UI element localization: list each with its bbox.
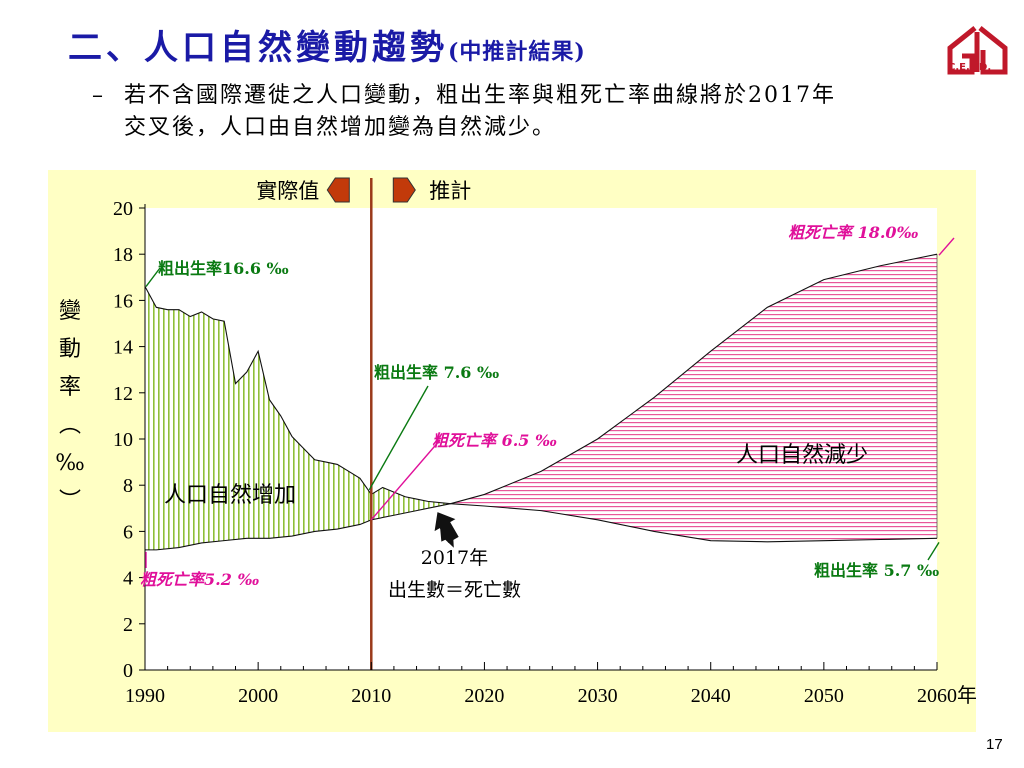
- death-1990-label: 粗死亡率5.2 ‰: [140, 570, 260, 589]
- x-tick-label: 2050: [804, 685, 844, 707]
- y-axis-label-char: 變: [59, 299, 81, 324]
- bullet-dash: –: [92, 83, 103, 108]
- crossover-arrow-shape: [434, 512, 459, 543]
- y-axis-label-char: 動: [59, 337, 81, 362]
- birth-2060-pointer: [927, 541, 940, 561]
- x-tick-label: 2040: [691, 685, 731, 707]
- death-2010-label: 粗死亡率 6.5 ‰: [432, 431, 557, 450]
- crossover-text-label: 出生數＝死亡數: [388, 579, 521, 601]
- title-main: 二、人口自然變動趨勢: [68, 28, 448, 68]
- y-tick-label: 14: [113, 337, 133, 359]
- x-tick-label: 2010: [351, 685, 391, 707]
- natural-decrease-area: [450, 254, 937, 542]
- crossover-year-label: 2017年: [421, 547, 488, 569]
- left-arrow-marker-icon: [326, 177, 350, 203]
- bullet-text-line2: 交叉後，人口由自然增加變為自然減少。: [124, 115, 557, 140]
- natural-increase-area: [145, 286, 454, 550]
- bullet-point: – 若不含國際遷徙之人口變動，粗出生率與粗死亡率曲線將於2017年 交叉後，人口…: [92, 80, 972, 144]
- y-tick-label: 16: [113, 290, 133, 312]
- x-tick-label: 2060年: [917, 684, 976, 707]
- natural-increase-label: 人口自然增加: [164, 483, 296, 508]
- death-2060-pointer: [938, 237, 955, 256]
- right-arrow-marker-icon: [392, 177, 416, 203]
- slide-title: 二、人口自然變動趨勢(中推計結果): [68, 20, 586, 69]
- actual-values-label: 實際值: [256, 179, 319, 203]
- death-2010-pointer: [370, 439, 441, 521]
- y-tick-label: 6: [123, 521, 133, 543]
- x-tick-label: 1990: [125, 685, 165, 707]
- x-tick-label: 2020: [464, 685, 504, 707]
- death-rate-line: [145, 253, 938, 551]
- birth-2010-label: 粗出生率 7.6 ‰: [374, 363, 499, 382]
- y-axis-label-char: 率: [59, 375, 81, 400]
- natural-decrease-label: 人口自然減少: [736, 443, 868, 468]
- y-tick-label: 8: [123, 475, 133, 497]
- cepd-logo-icon: [947, 26, 1008, 75]
- x-tick-label: 2030: [578, 685, 618, 707]
- title-sub: (中推計結果): [448, 39, 586, 65]
- death-2060-label: 粗死亡率 18.0‰: [788, 223, 919, 242]
- birth-1990-label: 粗出生率16.6 ‰: [158, 259, 289, 278]
- logo-text: C.E.P.D.: [948, 62, 992, 73]
- birth-1990-pointer: [145, 267, 161, 287]
- y-tick-label: 18: [113, 244, 133, 266]
- projection-label: 推計: [429, 179, 471, 203]
- birth-2010-pointer: [368, 385, 429, 491]
- x-tick-label: 2000: [238, 685, 278, 707]
- y-tick-label: 0: [123, 660, 133, 682]
- y-tick-label: 2: [123, 614, 133, 636]
- y-tick-label: 12: [113, 383, 133, 405]
- y-axis-label-char: ‰: [55, 451, 85, 476]
- bullet-text-line1: 若不含國際遷徙之人口變動，粗出生率與粗死亡率曲線將於2017年: [124, 83, 836, 108]
- birth-rate-line: [144, 286, 938, 543]
- y-tick-label: 10: [113, 429, 133, 451]
- birth-2060-label: 粗出生率 5.7 ‰: [814, 561, 939, 580]
- y-axis-label-char: ︵: [59, 413, 81, 438]
- y-tick-label: 4: [123, 568, 133, 590]
- y-tick-label: 20: [113, 198, 133, 220]
- page-number: 17: [986, 736, 1003, 753]
- y-axis-label-char: ︶: [59, 489, 81, 514]
- population-chart: 0 2 4 6 8 10 12 14 16 18 20 1990 2000 2010 2020 2030 204…: [48, 170, 976, 732]
